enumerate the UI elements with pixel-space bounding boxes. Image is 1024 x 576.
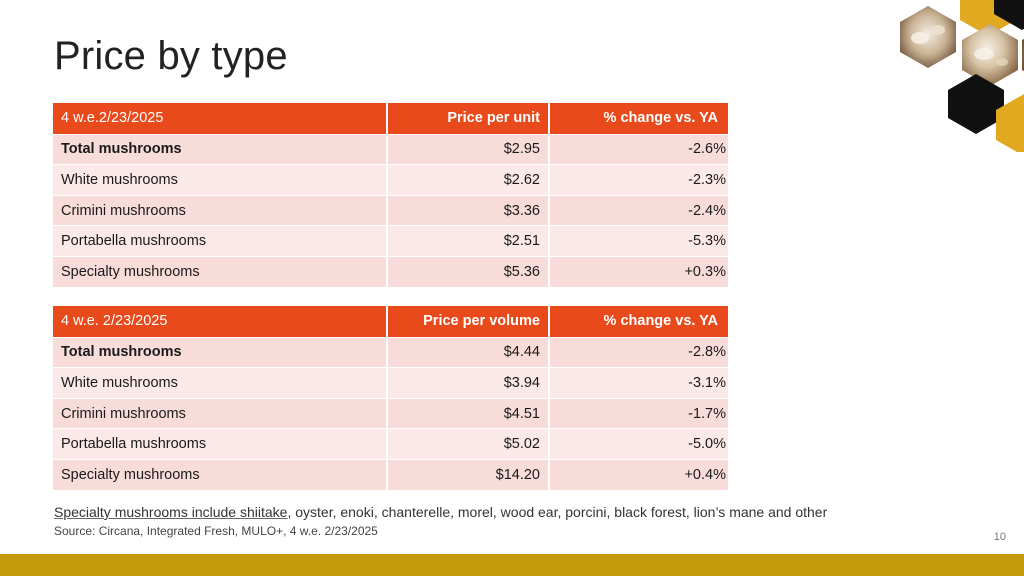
specialty-footnote: Specialty mushrooms include shiitake, oy…	[54, 504, 827, 520]
row-label: Portabella mushrooms	[53, 225, 388, 256]
row-label: Portabella mushrooms	[53, 428, 388, 459]
period-header: 4 w.e.2/23/2025	[53, 103, 388, 134]
price-per-unit-table: 4 w.e.2/23/2025 Price per unit % change …	[53, 103, 728, 287]
row-label: Crimini mushrooms	[53, 194, 388, 226]
row-change: -2.8%	[550, 336, 728, 368]
table-row: Total mushrooms $4.44 -2.8%	[53, 336, 728, 368]
period-header: 4 w.e. 2/23/2025	[53, 306, 388, 337]
table-row: Portabella mushrooms $5.02 -5.0%	[53, 428, 728, 459]
row-value: $4.44	[388, 336, 550, 368]
black-hex-1	[948, 74, 1004, 134]
price-per-unit-header: Price per unit	[388, 103, 550, 134]
row-label: Total mushrooms	[53, 336, 388, 368]
table-row: White mushrooms $2.62 -2.3%	[53, 164, 728, 195]
gold-hex-2	[996, 94, 1024, 152]
row-label: Specialty mushrooms	[53, 255, 388, 287]
row-value: $2.51	[388, 225, 550, 256]
row-value: $5.02	[388, 428, 550, 459]
price-per-volume-table: 4 w.e. 2/23/2025 Price per volume % chan…	[53, 306, 728, 490]
row-value: $2.62	[388, 164, 550, 195]
row-label: White mushrooms	[53, 367, 388, 398]
bottom-accent-bar	[0, 554, 1024, 576]
table-row: White mushrooms $3.94 -3.1%	[53, 367, 728, 398]
table-row: Specialty mushrooms $5.36 +0.3%	[53, 255, 728, 287]
row-change: -2.6%	[550, 133, 728, 165]
table-row: Total mushrooms $2.95 -2.6%	[53, 133, 728, 165]
row-change: -5.3%	[550, 225, 728, 256]
table-row: Crimini mushrooms $3.36 -2.4%	[53, 194, 728, 226]
row-value: $14.20	[388, 458, 550, 490]
specialty-footnote-link[interactable]: Specialty mushrooms include shiitake	[54, 504, 288, 520]
row-change: -5.0%	[550, 428, 728, 459]
change-header: % change vs. YA	[550, 103, 728, 134]
row-change: +0.3%	[550, 255, 728, 287]
table-row: Portabella mushrooms $2.51 -5.3%	[53, 225, 728, 256]
page-title: Price by type	[54, 34, 288, 78]
row-change: +0.4%	[550, 458, 728, 490]
price-per-volume-header: Price per volume	[388, 306, 550, 337]
row-value: $4.51	[388, 397, 550, 429]
row-label: Total mushrooms	[53, 133, 388, 165]
black-hex-2	[994, 0, 1024, 30]
source-note: Source: Circana, Integrated Fresh, MULO+…	[54, 524, 378, 538]
row-label: Crimini mushrooms	[53, 397, 388, 429]
table-row: Crimini mushrooms $4.51 -1.7%	[53, 397, 728, 429]
change-header: % change vs. YA	[550, 306, 728, 337]
row-value: $3.36	[388, 194, 550, 226]
row-value: $2.95	[388, 133, 550, 165]
row-label: Specialty mushrooms	[53, 458, 388, 490]
row-label: White mushrooms	[53, 164, 388, 195]
row-value: $3.94	[388, 367, 550, 398]
table-header-row: 4 w.e. 2/23/2025 Price per volume % chan…	[53, 306, 728, 337]
row-value: $5.36	[388, 255, 550, 287]
row-change: -2.3%	[550, 164, 728, 195]
mushroom-hexagon-collage	[900, 0, 1024, 152]
page-number: 10	[993, 531, 1006, 543]
specialty-footnote-rest: , oyster, enoki, chanterelle, morel, woo…	[287, 504, 828, 520]
table-header-row: 4 w.e.2/23/2025 Price per unit % change …	[53, 103, 728, 134]
row-change: -2.4%	[550, 194, 728, 226]
table-row: Specialty mushrooms $14.20 +0.4%	[53, 458, 728, 490]
row-change: -1.7%	[550, 397, 728, 429]
row-change: -3.1%	[550, 367, 728, 398]
